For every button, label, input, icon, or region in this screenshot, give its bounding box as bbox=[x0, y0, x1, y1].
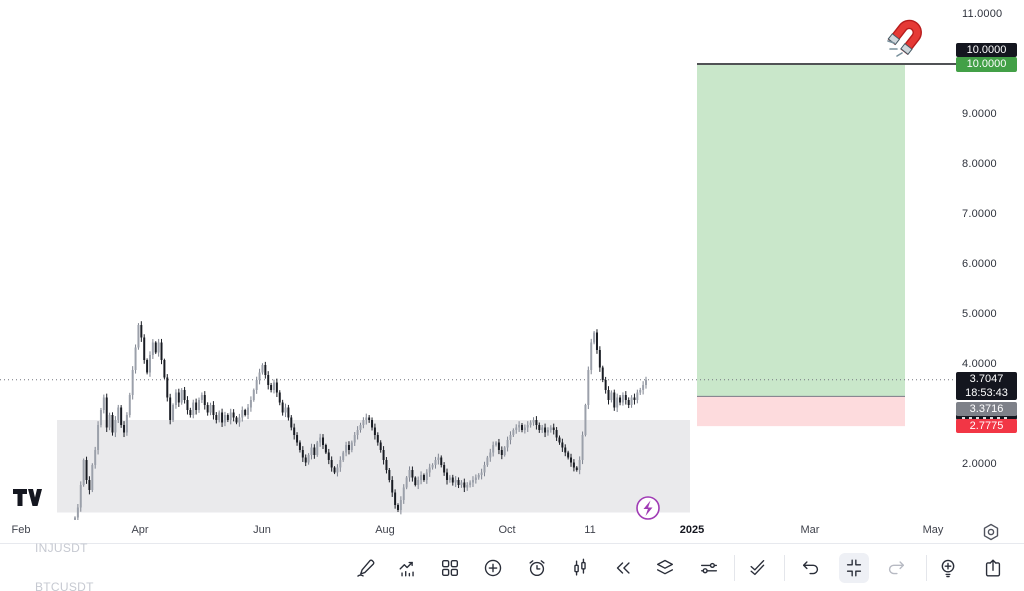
time-tick-label: Feb bbox=[11, 524, 31, 536]
axis-settings-gear-icon[interactable] bbox=[983, 523, 999, 541]
target-price-badge-green: 10.0000 bbox=[956, 57, 1017, 72]
time-tick-label: Aug bbox=[375, 524, 395, 536]
bar-countdown: 18:53:43 bbox=[965, 387, 1008, 399]
undo-arrow-icon bbox=[802, 561, 819, 575]
chart-settings-button[interactable] bbox=[694, 553, 724, 583]
plus-circle-icon bbox=[484, 559, 502, 577]
watchlist-next-symbol[interactable]: BTCUSDT bbox=[35, 580, 94, 591]
price-tick-label: 2.0000 bbox=[962, 458, 997, 470]
price-tick-label: 7.0000 bbox=[962, 208, 997, 220]
toolbar-divider bbox=[734, 555, 735, 581]
watchlist-prev-symbol[interactable]: INJUSDT bbox=[35, 541, 88, 555]
tradingview-logo[interactable] bbox=[13, 489, 42, 506]
share-button[interactable] bbox=[978, 553, 1008, 583]
object-tree-button[interactable] bbox=[650, 553, 680, 583]
time-tick-label: Apr bbox=[131, 524, 149, 536]
undo-button[interactable] bbox=[796, 553, 826, 583]
magnet-sticker-drawing[interactable] bbox=[887, 15, 926, 57]
lightbulb-plus-icon bbox=[941, 559, 955, 578]
hide-drawings-button[interactable] bbox=[744, 553, 774, 583]
grid-icon bbox=[441, 559, 459, 577]
indicators-button[interactable] bbox=[393, 553, 423, 583]
position-loss-zone bbox=[697, 396, 905, 427]
partially-hidden-price-badge bbox=[956, 414, 1017, 420]
layout-grid-button[interactable] bbox=[435, 553, 465, 583]
range-box-drawing bbox=[57, 420, 690, 513]
price-tick-label: 8.0000 bbox=[962, 158, 997, 170]
alarm-clock-icon bbox=[529, 560, 545, 577]
bottom-toolbar: INJUSDT WIFUSDT.P 1D BTCUSDT bbox=[0, 541, 1024, 591]
candlestick-chart[interactable] bbox=[0, 0, 1024, 543]
bar-style-button[interactable] bbox=[565, 553, 595, 583]
toolbar-divider bbox=[926, 555, 927, 581]
last-price-value: 3.7047 bbox=[969, 373, 1004, 385]
last-price-badge: 3.7047 18:53:43 bbox=[956, 372, 1017, 400]
entry-price-badge: 3.3716 bbox=[956, 402, 1017, 416]
chart-overlays bbox=[13, 15, 999, 541]
stop-price-badge: 2.7775 bbox=[956, 419, 1017, 433]
sliders-icon bbox=[700, 562, 718, 574]
position-profit-zone bbox=[697, 65, 905, 397]
share-export-icon bbox=[985, 559, 1001, 577]
alert-button[interactable] bbox=[522, 553, 552, 583]
toolbar-divider bbox=[784, 555, 785, 581]
lightning-icon bbox=[643, 500, 653, 516]
price-tick-label: 9.0000 bbox=[962, 108, 997, 120]
replay-button[interactable] bbox=[608, 553, 638, 583]
price-tick-label: 5.0000 bbox=[962, 308, 997, 320]
redo-button[interactable] bbox=[881, 553, 911, 583]
add-button[interactable] bbox=[478, 553, 508, 583]
pencil-icon bbox=[357, 559, 375, 577]
draw-button[interactable] bbox=[351, 553, 381, 583]
time-tick-label: 11 bbox=[584, 524, 596, 536]
target-price-badge-black: 10.0000 bbox=[956, 43, 1017, 57]
time-tick-label: Oct bbox=[498, 524, 516, 536]
price-tick-label: 6.0000 bbox=[962, 258, 997, 270]
double-check-icon bbox=[750, 559, 765, 576]
time-tick-label: 2025 bbox=[679, 524, 705, 536]
idea-button[interactable] bbox=[933, 553, 963, 583]
price-tick-label: 11.0000 bbox=[962, 8, 1003, 20]
time-tick-label: Jun bbox=[253, 524, 271, 536]
redo-arrow-icon bbox=[888, 561, 905, 575]
price-tick-label: 4.0000 bbox=[962, 358, 997, 370]
indicators-icon bbox=[399, 561, 414, 577]
collapse-button[interactable] bbox=[839, 553, 869, 583]
candlesticks-icon bbox=[574, 558, 586, 576]
magnet-sparks-icon bbox=[887, 40, 903, 57]
collapse-arrows-icon bbox=[846, 559, 862, 577]
rewind-icon bbox=[616, 562, 630, 574]
layers-icon bbox=[656, 559, 674, 575]
lightning-button[interactable] bbox=[636, 496, 660, 520]
time-tick-label: Mar bbox=[800, 524, 820, 536]
time-tick-label: May bbox=[922, 524, 944, 536]
